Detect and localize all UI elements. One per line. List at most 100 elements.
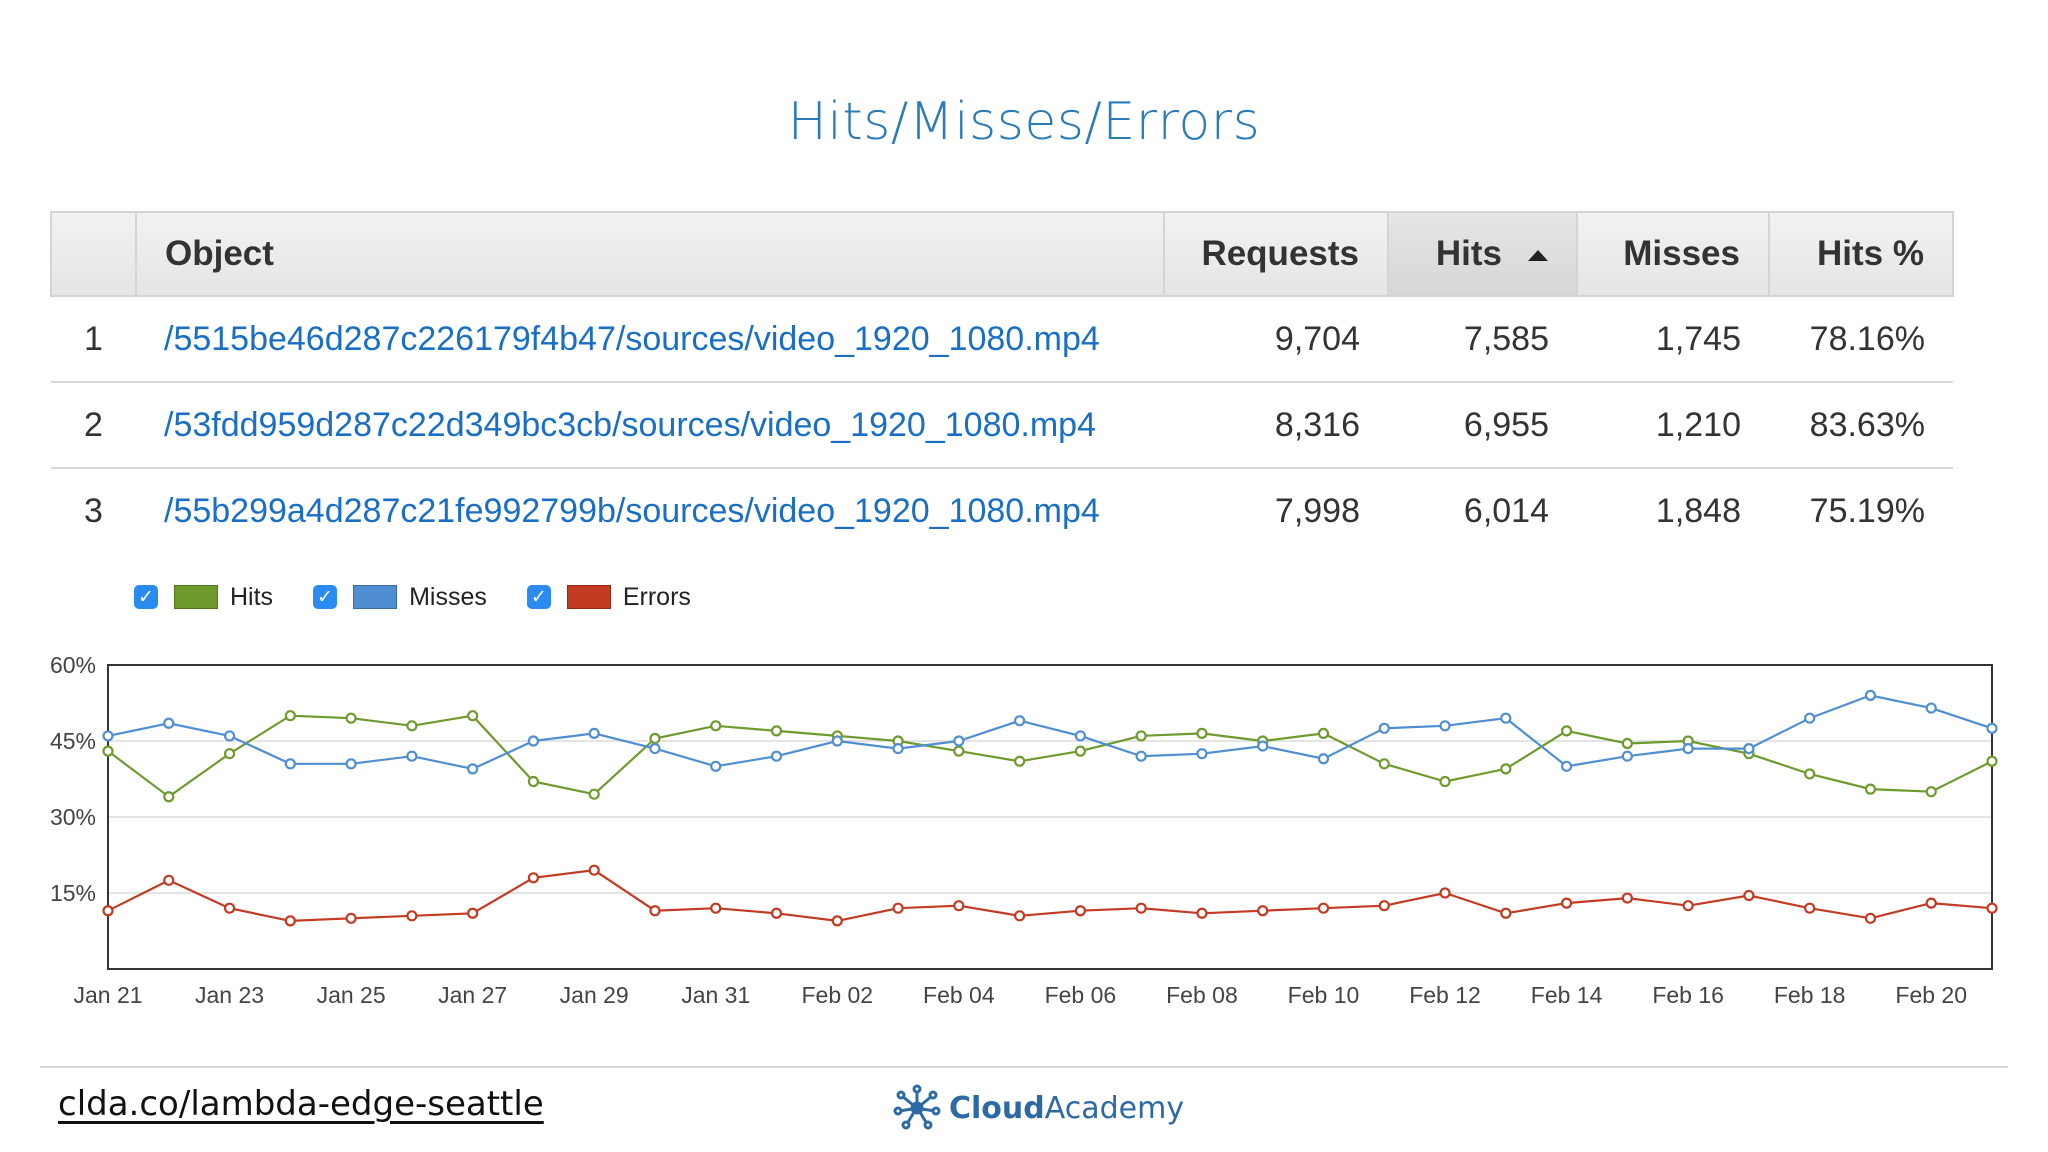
errors-data-point bbox=[223, 902, 236, 914]
errors-data-point bbox=[1014, 910, 1026, 922]
requests-cell: 8,316 bbox=[1164, 382, 1388, 469]
errors-data-point bbox=[1074, 905, 1086, 917]
table-row: 3 /55b299a4d287c21fe992799b/sources/vide… bbox=[51, 468, 1953, 553]
errors-data-point bbox=[710, 902, 722, 914]
misses-data-point bbox=[770, 750, 783, 762]
brand-bold: Cloud bbox=[949, 1090, 1045, 1126]
hits-data-point bbox=[467, 710, 479, 722]
x-tick-label: Feb 08 bbox=[1166, 982, 1238, 1008]
misses-data-point bbox=[892, 742, 904, 755]
legend-item-errors[interactable]: ✓ Errors bbox=[526, 582, 691, 612]
errors-data-point bbox=[1317, 902, 1330, 914]
hits-data-point bbox=[953, 745, 965, 757]
requests-header-label: Requests bbox=[1201, 234, 1359, 273]
object-column-header[interactable]: Object bbox=[135, 211, 1165, 297]
misses-data-point bbox=[1317, 753, 1330, 765]
misses-data-point bbox=[1378, 722, 1390, 734]
y-tick-label: 30% bbox=[50, 804, 96, 830]
hits-data-point bbox=[1500, 763, 1512, 775]
chart-legend: ✓ Hits ✓ Misses ✓ Errors bbox=[134, 580, 731, 614]
errors-data-point bbox=[1560, 897, 1573, 909]
hits-pct-header-label: Hits % bbox=[1817, 234, 1924, 273]
misses-data-point bbox=[406, 750, 418, 762]
misses-data-point bbox=[1257, 740, 1269, 752]
hits-data-point bbox=[527, 775, 540, 788]
table-row: 1 /5515be46d287c226179f4b47/sources/vide… bbox=[51, 296, 1953, 383]
object-link[interactable]: /55b299a4d287c21fe992799b/sources/video_… bbox=[164, 491, 1100, 530]
hits-data-point bbox=[770, 725, 783, 737]
table-row: 2 /53fdd959d287c22d349bc3cb/sources/vide… bbox=[51, 382, 1953, 469]
errors-checkbox[interactable]: ✓ bbox=[526, 585, 551, 609]
misses-series-line bbox=[107, 694, 1993, 771]
table-header-row: Object Requests Hits Misses Hits % bbox=[50, 211, 1954, 297]
errors-data-point bbox=[831, 915, 843, 927]
misses-checkbox[interactable]: ✓ bbox=[313, 585, 338, 609]
errors-data-point bbox=[1925, 897, 1937, 909]
hits-data-point bbox=[710, 720, 722, 732]
misses-data-point bbox=[1925, 702, 1937, 714]
misses-header-label: Misses bbox=[1623, 234, 1740, 273]
row-index: 1 bbox=[51, 296, 136, 383]
misses-data-point bbox=[649, 742, 661, 755]
errors-data-point bbox=[1196, 907, 1208, 919]
errors-data-point bbox=[1439, 887, 1451, 899]
misses-data-point bbox=[102, 730, 114, 742]
errors-swatch bbox=[566, 585, 611, 609]
errors-data-point bbox=[1804, 902, 1816, 914]
legend-item-misses[interactable]: ✓ Misses bbox=[313, 583, 487, 612]
errors-data-point bbox=[1743, 889, 1755, 902]
x-tick-label: Jan 27 bbox=[438, 982, 507, 1008]
hits-data-point bbox=[1196, 727, 1208, 740]
errors-data-point bbox=[1135, 902, 1147, 914]
hits-legend-label: Hits bbox=[230, 582, 274, 611]
errors-data-point bbox=[1378, 900, 1390, 912]
hits-data-point bbox=[1560, 725, 1573, 737]
errors-data-point bbox=[1621, 892, 1633, 904]
hits-checkbox[interactable]: ✓ bbox=[134, 585, 158, 609]
requests-column-header[interactable]: Requests bbox=[1163, 211, 1389, 297]
hits-data-point bbox=[1439, 775, 1451, 788]
hits-data-point bbox=[406, 720, 418, 732]
cloudacademy-logo: CloudAcademy bbox=[893, 1084, 1184, 1132]
x-tick-label: Feb 04 bbox=[923, 982, 995, 1008]
misses-data-point bbox=[1986, 722, 1998, 734]
misses-data-point bbox=[345, 758, 357, 770]
errors-data-point bbox=[588, 864, 600, 876]
misses-cell: 1,848 bbox=[1655, 491, 1741, 530]
misses-data-point bbox=[588, 727, 600, 740]
hits-data-point bbox=[102, 745, 114, 757]
hits-data-point bbox=[1986, 755, 1998, 767]
x-tick-label: Jan 31 bbox=[681, 982, 750, 1008]
misses-data-point bbox=[1074, 730, 1086, 742]
x-tick-label: Feb 16 bbox=[1652, 982, 1724, 1008]
footer-link[interactable]: clda.co/lambda-edge-seattle bbox=[58, 1084, 544, 1124]
hits-data-point bbox=[1925, 786, 1937, 798]
hits-column-header[interactable]: Hits bbox=[1387, 211, 1578, 297]
object-link[interactable]: /5515be46d287c226179f4b47/sources/video_… bbox=[164, 319, 1100, 358]
x-tick-label: Jan 29 bbox=[560, 982, 629, 1008]
errors-data-point bbox=[406, 910, 418, 922]
hits-pct-cell: 83.63% bbox=[1769, 382, 1953, 469]
errors-data-point bbox=[1682, 900, 1694, 912]
legend-item-hits[interactable]: ✓ Hits bbox=[134, 583, 273, 612]
row-index: 3 bbox=[84, 491, 103, 530]
misses-data-point bbox=[1439, 720, 1451, 732]
cloudacademy-logo-icon bbox=[893, 1084, 941, 1130]
misses-legend-label: Misses bbox=[409, 582, 487, 611]
errors-data-point bbox=[467, 907, 479, 919]
misses-column-header[interactable]: Misses bbox=[1576, 211, 1770, 297]
object-link[interactable]: /53fdd959d287c22d349bc3cb/sources/video_… bbox=[164, 405, 1096, 444]
misses-cell: 1,210 bbox=[1577, 382, 1769, 469]
errors-data-point bbox=[527, 872, 540, 884]
hits-data-point bbox=[1135, 730, 1147, 742]
hits-data-point bbox=[649, 732, 661, 745]
misses-data-point bbox=[527, 735, 540, 747]
hits-data-point bbox=[1074, 745, 1086, 757]
misses-data-point bbox=[163, 717, 175, 729]
hits-pct-column-header[interactable]: Hits % bbox=[1768, 211, 1954, 297]
misses-swatch bbox=[353, 585, 398, 609]
errors-legend-label: Errors bbox=[622, 582, 691, 611]
hits-data-point bbox=[1378, 758, 1390, 770]
hits-data-point bbox=[1621, 737, 1633, 750]
requests-cell: 7,998 bbox=[1274, 491, 1360, 530]
